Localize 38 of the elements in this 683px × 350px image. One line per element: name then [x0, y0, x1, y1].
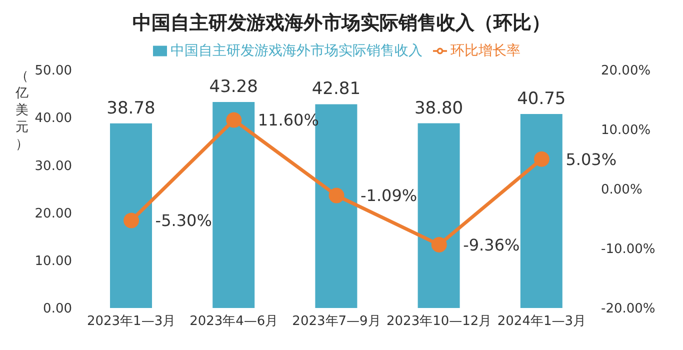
point: [431, 236, 447, 252]
y-tick-label: 50.00: [34, 64, 72, 79]
y-tick-label: 20.00: [34, 206, 72, 222]
y2-tick-label: -20.00%: [601, 302, 656, 317]
bar: [212, 102, 255, 308]
y2-tick-label: -10.00%: [601, 242, 656, 258]
data-label: -1.09%: [360, 186, 418, 206]
data-label: -9.36%: [463, 235, 520, 254]
point: [226, 112, 242, 128]
bar: [418, 123, 460, 308]
chart-title: 中国自主研发游戏海外市场实际销售收入（环比）: [132, 11, 552, 36]
data-label: 38.80: [414, 98, 464, 118]
x-tick-label: 2023年1—3月: [86, 314, 176, 330]
y2-tick-label: 0.00%: [601, 182, 642, 198]
y2-tick-label: 10.00%: [601, 123, 651, 138]
y-axis-title: （亿美元）: [14, 69, 28, 152]
x-tick-label: 2023年10—12月: [386, 314, 492, 330]
y2-tick-label: 20.00%: [601, 64, 651, 79]
bar: [520, 114, 562, 308]
y-tick-label: 0.00: [43, 302, 72, 317]
legend-label: 环比增长率: [450, 43, 520, 59]
y-tick-label: 30.00: [34, 158, 72, 174]
point: [328, 188, 344, 204]
y-tick-label: 40.00: [34, 111, 72, 126]
point: [124, 212, 140, 228]
data-label: 42.81: [312, 79, 361, 100]
x-tick-label: 2024年1—3月: [497, 314, 586, 330]
data-label: -5.30%: [155, 211, 212, 230]
data-label: 43.28: [209, 76, 258, 97]
x-tick-label: 2023年7—9月: [292, 314, 381, 330]
y-tick-label: 10.00: [34, 254, 72, 270]
point: [534, 151, 550, 167]
data-label: 40.75: [517, 89, 566, 110]
x-tick-label: 2023年4—6月: [190, 314, 278, 330]
bar: [110, 123, 152, 308]
legend-label: 中国自主研发游戏海外市场实际销售收入: [170, 43, 422, 59]
data-label: 5.03%: [566, 150, 617, 169]
data-label: 38.78: [106, 98, 156, 118]
